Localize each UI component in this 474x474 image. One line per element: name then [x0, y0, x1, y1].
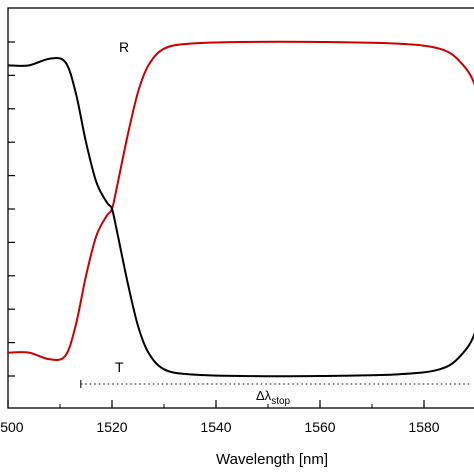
x-tick-label: 1540: [200, 419, 231, 435]
x-tick-label: 1560: [304, 419, 335, 435]
series-label-t: T: [115, 359, 124, 375]
series-layer: [7, 40, 474, 388]
x-tick-label: 1580: [408, 419, 439, 435]
plot-frame: [7, 7, 474, 409]
plot-area: [7, 7, 474, 409]
series-line-r: [7, 40, 474, 361]
x-tick-label: 1500: [0, 419, 24, 435]
stopband-label-main: Δλ: [256, 388, 272, 403]
stopband-label: Δλstop: [256, 388, 291, 407]
x-axis-title: Wavelength [nm]: [216, 451, 328, 468]
stopband-label-sub: stop: [271, 396, 290, 407]
annotation-layer: R T Δλstop: [115, 39, 291, 407]
ticks: 1500 1520 1540 1560 1580: [0, 41, 440, 435]
series-line-t: [7, 57, 474, 378]
series-label-r: R: [119, 39, 129, 55]
x-tick-label: 1520: [96, 419, 127, 435]
